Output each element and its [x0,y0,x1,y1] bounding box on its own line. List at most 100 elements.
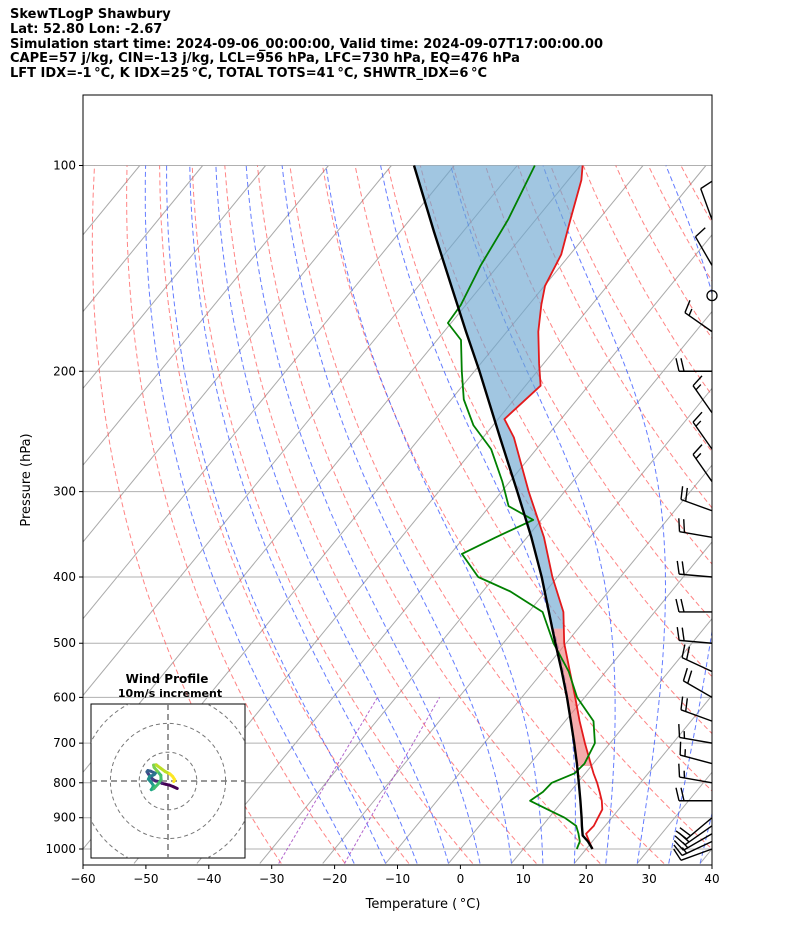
isotherm-line [0,166,14,864]
calm-barb [706,289,718,302]
barb-flag [680,598,685,613]
profiles [412,165,604,850]
wind-barb [692,385,713,414]
dry-adiabat [550,165,712,453]
wind-barb [700,188,713,220]
barb-flag [681,644,686,658]
y-tick-label: 900 [53,811,76,825]
wind-barb [679,736,713,744]
x-tick-label: 0 [457,872,465,886]
barb-flag [676,560,680,575]
moist-adiabat [166,165,387,864]
x-axis-label: Temperature ( °C) [365,897,481,912]
temperature-line [503,165,604,850]
wind-barb [679,754,713,765]
cape-fill [414,165,583,629]
dry-adiabat [714,166,794,864]
isotherm-line [0,166,77,864]
chart-title: SkewTLogP Shawbury [10,7,171,22]
x-tick-label: −60 [70,872,95,886]
indices-line: LFT IDX=-1 °C, K IDX=25 °C, TOTAL TOTS=4… [10,66,488,82]
wind-barbs [673,180,718,861]
wind-barb [681,656,713,673]
wind-barb [679,776,713,784]
isotherm-line [83,165,204,313]
background-lines [0,165,794,864]
dry-adiabat [289,165,665,864]
y-tick-label: 800 [53,776,76,790]
barb-flag [687,670,693,684]
x-tick-label: −20 [322,872,347,886]
dewpoint-line [447,165,596,850]
moist-adiabat [215,165,449,864]
isotherm-line [83,165,266,390]
dry-adiabat [387,165,712,735]
wind-barb [680,709,713,722]
barb-flag [682,667,688,682]
wind-barb [679,530,713,539]
dry-adiabat [517,165,712,509]
cape-line: CAPE=57 j/kg, CIN=-13 j/kg, LCL=956 hPa,… [10,51,520,67]
barb-flag [680,358,685,372]
wind-barb [684,825,713,846]
dry-adiabat [779,166,794,864]
moist-adiabat [189,165,418,864]
barb-flag [676,627,680,641]
barb-flag [680,486,684,500]
dry-adiabat [126,165,346,864]
barb-flag [673,848,682,861]
isotherm-line [322,387,712,864]
dry-adiabat [256,165,601,864]
isotherm-line [511,617,712,864]
parcel-line [412,165,594,850]
dry-adiabat [191,165,474,864]
wind-barb [684,312,713,333]
wind-barb [692,454,713,482]
moist-adiabat [144,165,355,864]
y-tick-label: 600 [53,690,76,704]
barb-flag [680,787,685,801]
moist-adiabat [281,165,512,864]
moist-adiabat [665,165,712,864]
wind-barb [680,848,713,861]
dry-adiabat [680,165,712,224]
wind-barb [679,573,713,578]
dry-adiabat [224,165,537,864]
isotherm-line [83,165,392,543]
dry-adiabat [746,166,794,864]
y-tick-label: 1000 [45,842,76,856]
x-tick-label: −30 [259,872,284,886]
hodograph-title: Wind Profile [126,672,209,686]
x-tick-label: −50 [133,872,158,886]
barb-flag [675,358,680,372]
wind-barb [683,833,713,851]
y-tick-label: 100 [53,159,76,173]
barb-flag [678,518,681,532]
y-tick-label: 200 [53,364,76,378]
x-tick-label: 10 [516,872,531,886]
barb-half-flag [688,308,693,316]
barb-flag [673,844,683,856]
barb-half-flag [695,452,702,460]
barb-flag [675,598,680,613]
y-tick-label: 500 [53,636,76,650]
barb-flag [675,830,688,840]
moist-adiabat [542,165,666,864]
y-tick-label: 300 [53,485,76,499]
barb-flag [684,487,689,502]
isotherm-line [699,848,712,864]
barb-flag [681,627,685,641]
mixing-ratio-line [344,697,441,864]
wind-barb [681,840,713,857]
y-tick-label: 700 [53,736,76,750]
x-tick-label: 20 [579,872,594,886]
dry-adiabat [91,165,282,864]
dry-adiabat [354,165,712,792]
chart-header: SkewTLogP Shawbury Lat: 52.80 Lon: -2.67… [10,7,790,82]
wind-barb [692,421,713,450]
dry-adiabat [582,165,712,397]
barb-flag [684,698,689,712]
isotherm-line [573,694,712,864]
isotherm-line [83,165,329,466]
